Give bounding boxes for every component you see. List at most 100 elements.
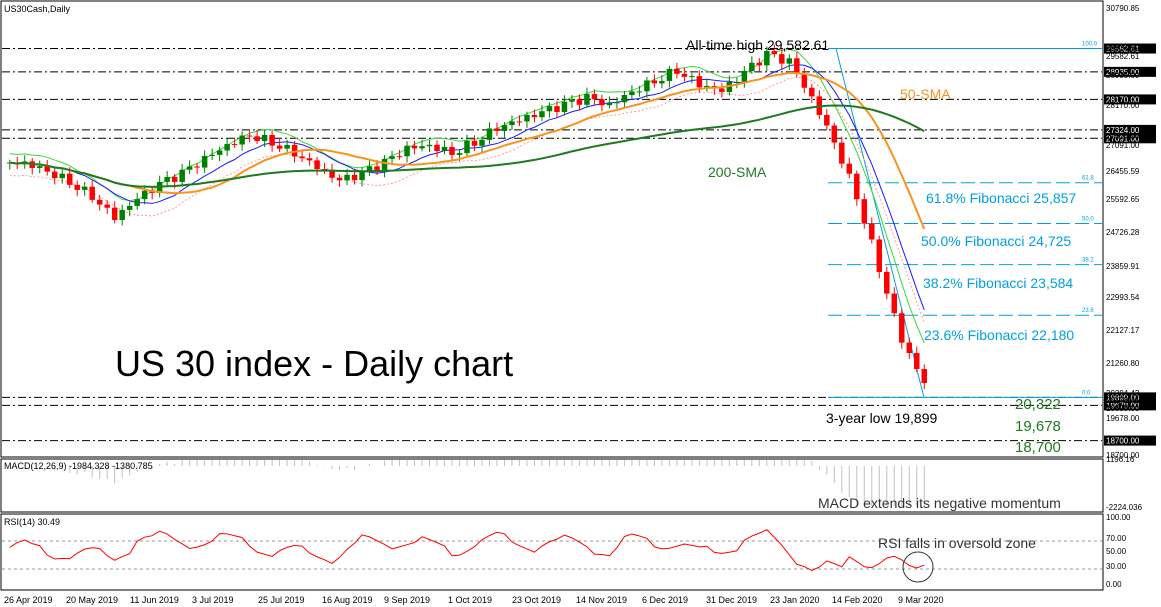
candle-body bbox=[44, 166, 50, 172]
candle-body bbox=[381, 158, 388, 172]
candle-body bbox=[366, 166, 373, 171]
candle-body bbox=[111, 207, 118, 221]
date-tick-label: 9 Mar 2020 bbox=[898, 595, 944, 605]
date-tick-label: 25 Jul 2019 bbox=[258, 595, 305, 605]
candle-body bbox=[224, 144, 230, 151]
price-tick-label: 20173.45 bbox=[1106, 396, 1140, 405]
candle-body bbox=[531, 114, 538, 118]
macd-label: MACD(12,26,9) -1984.328 -1380.785 bbox=[4, 461, 153, 471]
fib618-annotation: 61.8% Fibonacci 25,857 bbox=[926, 190, 1076, 206]
candle-body bbox=[441, 146, 448, 151]
level-price-text: 27324.00 bbox=[1106, 126, 1140, 135]
rsi-highlight-circle bbox=[902, 551, 934, 583]
candle-body bbox=[509, 121, 515, 126]
date-tick-label: 26 Apr 2019 bbox=[4, 595, 53, 605]
candle-body bbox=[186, 166, 193, 170]
candle-body bbox=[764, 51, 770, 66]
level-20322-annotation: 20,322 bbox=[1015, 396, 1061, 413]
candle-body bbox=[599, 99, 605, 106]
candle-body bbox=[89, 186, 95, 200]
fib-pct-label: 50.0 bbox=[1082, 217, 1094, 223]
candle-body bbox=[284, 144, 290, 149]
candle-body bbox=[891, 293, 898, 314]
price-tick-label: 30790.85 bbox=[1106, 4, 1140, 13]
candle-body bbox=[689, 76, 695, 78]
candle-body bbox=[126, 205, 133, 210]
candle-body bbox=[314, 160, 320, 169]
candle-body bbox=[786, 58, 793, 64]
candle-body bbox=[464, 140, 470, 154]
candle-body bbox=[674, 68, 680, 74]
level-price-tag bbox=[1104, 43, 1156, 54]
candle-body bbox=[306, 158, 313, 161]
candle-body bbox=[914, 353, 920, 370]
candle-body bbox=[516, 121, 523, 123]
candle-body bbox=[36, 166, 43, 168]
date-tick-label: 16 Aug 2019 bbox=[322, 595, 373, 605]
candle-body bbox=[501, 125, 508, 131]
date-axis: 26 Apr 2019 20 May 2019 11 Jun 2019 3 Jul 2… bbox=[4, 595, 944, 605]
candle-body bbox=[756, 62, 763, 66]
rsi-scale-70: 70.00 bbox=[1106, 534, 1127, 543]
fib500-annotation: 50.0% Fibonacci 24,725 bbox=[921, 233, 1071, 249]
date-tick-label: 14 Nov 2019 bbox=[576, 595, 627, 605]
macd-annotation: MACD extends its negative momentum bbox=[818, 495, 1061, 511]
date-tick-label: 14 Feb 2020 bbox=[832, 595, 883, 605]
fibonacci-levels: 100.0 61.8 50.0 38.2 23.6 0.0 bbox=[828, 42, 1102, 398]
candle-body bbox=[779, 54, 785, 64]
candle-body bbox=[66, 173, 73, 185]
candle-body bbox=[134, 199, 140, 206]
macd-scale-bottom: -2224.036 bbox=[1106, 503, 1143, 512]
candle-body bbox=[861, 199, 868, 224]
level-price-text: 28170.00 bbox=[1106, 95, 1140, 104]
level-price-text: 18700.00 bbox=[1106, 437, 1140, 446]
candle-body bbox=[524, 114, 530, 122]
candle-body bbox=[374, 166, 380, 172]
fib382-annotation: 38.2% Fibonacci 23,584 bbox=[923, 275, 1073, 291]
candle-body bbox=[471, 140, 478, 146]
candle-body bbox=[479, 139, 485, 146]
date-tick-label: 31 Dec 2019 bbox=[706, 595, 757, 605]
candle-body bbox=[554, 106, 560, 112]
candle-body bbox=[359, 170, 365, 181]
candle-body bbox=[336, 177, 343, 181]
fib-pct-label: 23.6 bbox=[1082, 308, 1094, 314]
candle-body bbox=[494, 128, 500, 131]
candle-body bbox=[104, 204, 110, 208]
date-tick-label: 11 Jun 2019 bbox=[130, 595, 179, 605]
symbol-label: US30Cash,Daily bbox=[4, 4, 71, 14]
level-price-tag bbox=[1104, 66, 1156, 77]
candle-body bbox=[404, 145, 410, 157]
candle-body bbox=[884, 271, 890, 294]
candle-body bbox=[651, 80, 658, 84]
level-price-tag bbox=[1104, 392, 1156, 403]
price-tick-label: 25592.65 bbox=[1106, 195, 1140, 204]
candle-body bbox=[179, 169, 185, 182]
level-price-tag bbox=[1104, 435, 1156, 446]
price-tick-label: 29582.61 bbox=[1106, 52, 1140, 61]
price-tick-label: 19899.00 bbox=[1106, 404, 1140, 413]
candle-body bbox=[419, 146, 425, 149]
candle-body bbox=[794, 58, 800, 74]
rsi-scale-100: 100.00 bbox=[1106, 513, 1131, 522]
date-tick-label: 1 Oct 2019 bbox=[448, 595, 492, 605]
price-tick-label: 23859.91 bbox=[1106, 262, 1140, 271]
candle-body bbox=[906, 342, 913, 354]
candle-body bbox=[239, 135, 245, 145]
price-tick-label: 28935.00 bbox=[1106, 71, 1140, 80]
candle-body bbox=[164, 176, 170, 182]
chart-title: US 30 index - Daily chart bbox=[115, 343, 513, 384]
fib-pct-label: 61.8 bbox=[1082, 176, 1094, 182]
price-tick-label: 18700.00 bbox=[1106, 451, 1140, 460]
sma200-annotation: 200-SMA bbox=[708, 164, 767, 180]
candle-body bbox=[899, 313, 905, 343]
candle-body bbox=[171, 176, 178, 182]
rsi-panel-frame bbox=[0, 513, 1104, 591]
candle-body bbox=[81, 186, 88, 190]
ath-annotation: All-time high 29,582.61 bbox=[686, 37, 829, 53]
candle-body bbox=[546, 106, 553, 112]
candle-body bbox=[141, 190, 148, 200]
candle-body bbox=[591, 94, 598, 100]
price-tick-label: 27324.00 bbox=[1106, 132, 1140, 141]
